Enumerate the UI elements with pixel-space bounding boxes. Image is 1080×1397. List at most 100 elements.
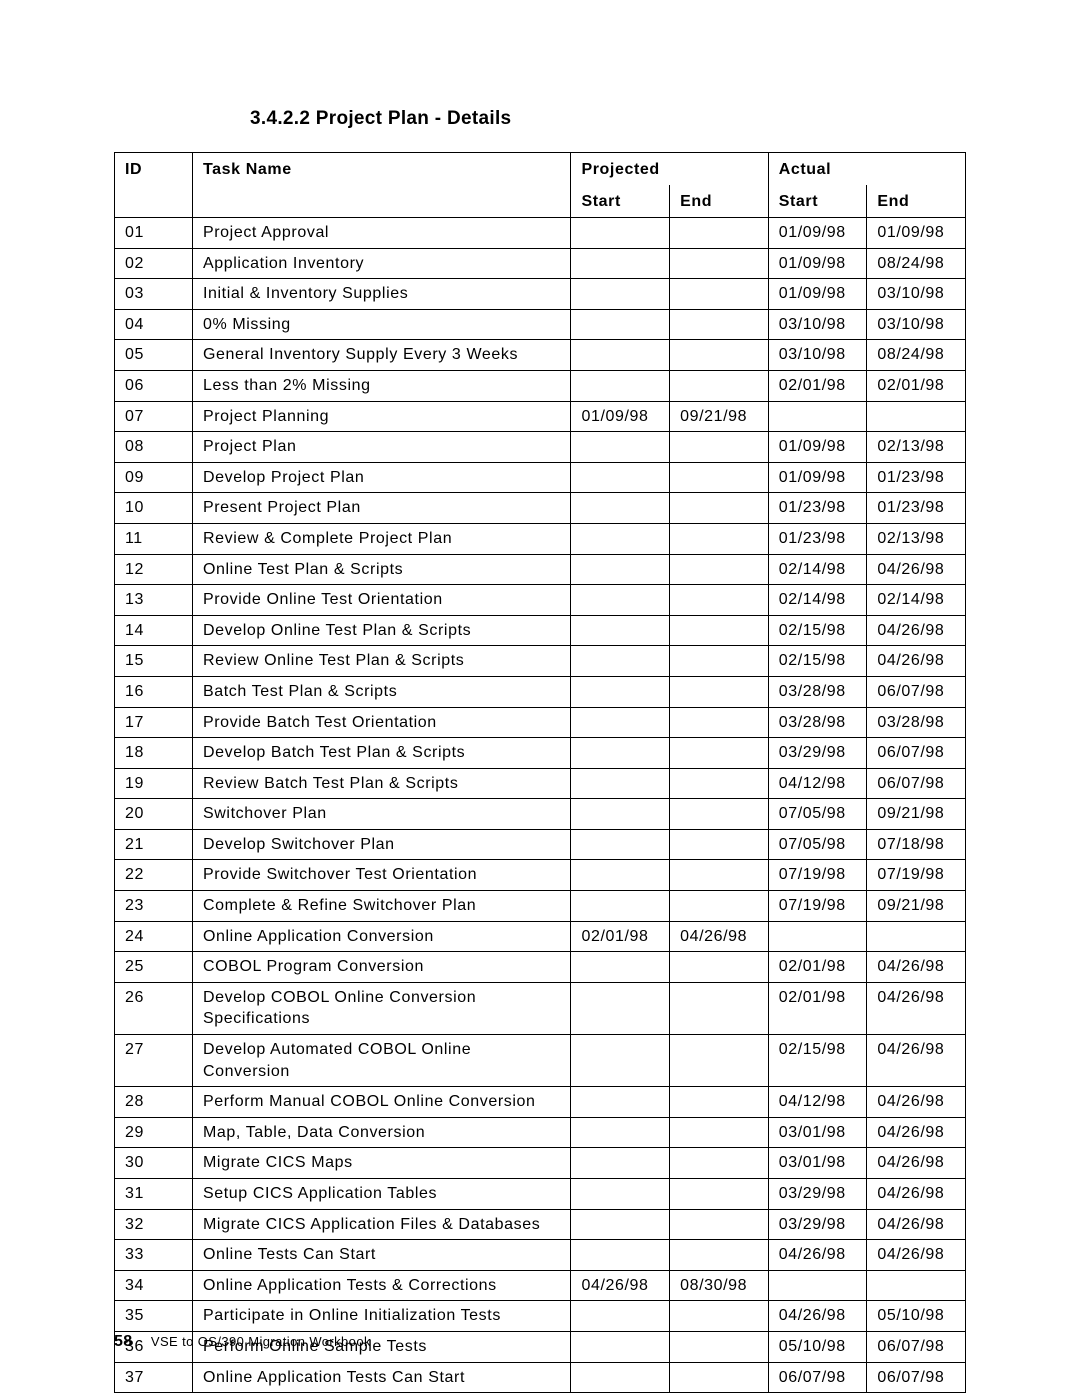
cell-projected-end bbox=[670, 1087, 769, 1118]
col-header-projected-start: Start bbox=[571, 185, 670, 218]
cell-projected-end bbox=[670, 340, 769, 371]
cell-projected-end bbox=[670, 1240, 769, 1271]
table-row: 02Application Inventory01/09/9808/24/98 bbox=[115, 248, 966, 279]
cell-actual-end bbox=[867, 921, 966, 952]
cell-projected-end bbox=[670, 1209, 769, 1240]
cell-actual-start: 04/12/98 bbox=[768, 1087, 867, 1118]
cell-task-name: Initial & Inventory Supplies bbox=[192, 279, 570, 310]
cell-projected-start bbox=[571, 860, 670, 891]
cell-actual-end: 04/26/98 bbox=[867, 982, 966, 1034]
cell-task-name: Provide Switchover Test Orientation bbox=[192, 860, 570, 891]
cell-projected-end bbox=[670, 891, 769, 922]
cell-projected-start bbox=[571, 370, 670, 401]
col-header-projected: Projected bbox=[571, 153, 768, 186]
cell-projected-start bbox=[571, 462, 670, 493]
cell-projected-start bbox=[571, 279, 670, 310]
cell-task-name: Develop COBOL Online Conversion Specific… bbox=[192, 982, 570, 1034]
cell-task-name: Online Application Conversion bbox=[192, 921, 570, 952]
cell-id: 25 bbox=[115, 952, 193, 983]
table-row: 14Develop Online Test Plan & Scripts02/1… bbox=[115, 615, 966, 646]
table-row: 22Provide Switchover Test Orientation07/… bbox=[115, 860, 966, 891]
table-header: ID Task Name Projected Actual Start End … bbox=[115, 153, 966, 218]
cell-id: 08 bbox=[115, 432, 193, 463]
cell-actual-start: 06/07/98 bbox=[768, 1362, 867, 1393]
cell-actual-start: 02/15/98 bbox=[768, 615, 867, 646]
cell-projected-start bbox=[571, 1179, 670, 1210]
cell-id: 35 bbox=[115, 1301, 193, 1332]
cell-projected-end bbox=[670, 1035, 769, 1087]
cell-actual-end: 04/26/98 bbox=[867, 646, 966, 677]
cell-actual-start bbox=[768, 921, 867, 952]
table-row: 07Project Planning01/09/9809/21/98 bbox=[115, 401, 966, 432]
cell-actual-start: 04/26/98 bbox=[768, 1301, 867, 1332]
col-header-task-name: Task Name bbox=[192, 153, 570, 218]
document-page: 3.4.2.2 Project Plan - Details ID Task N… bbox=[0, 0, 1080, 1397]
cell-projected-start bbox=[571, 1087, 670, 1118]
cell-projected-end bbox=[670, 218, 769, 249]
cell-id: 18 bbox=[115, 738, 193, 769]
cell-id: 13 bbox=[115, 585, 193, 616]
col-header-id: ID bbox=[115, 153, 193, 218]
cell-actual-end: 04/26/98 bbox=[867, 952, 966, 983]
cell-task-name: Project Approval bbox=[192, 218, 570, 249]
cell-task-name: Map, Table, Data Conversion bbox=[192, 1117, 570, 1148]
table-row: 28Perform Manual COBOL Online Conversion… bbox=[115, 1087, 966, 1118]
cell-projected-end bbox=[670, 554, 769, 585]
cell-id: 03 bbox=[115, 279, 193, 310]
cell-id: 24 bbox=[115, 921, 193, 952]
cell-actual-end: 09/21/98 bbox=[867, 891, 966, 922]
cell-task-name: Switchover Plan bbox=[192, 799, 570, 830]
table-row: 16Batch Test Plan & Scripts03/28/9806/07… bbox=[115, 676, 966, 707]
cell-actual-start: 05/10/98 bbox=[768, 1331, 867, 1362]
cell-actual-end: 06/07/98 bbox=[867, 738, 966, 769]
cell-projected-start bbox=[571, 738, 670, 769]
cell-actual-end: 06/07/98 bbox=[867, 1362, 966, 1393]
cell-actual-end: 07/18/98 bbox=[867, 829, 966, 860]
cell-projected-end bbox=[670, 370, 769, 401]
table-row: 09Develop Project Plan01/09/9801/23/98 bbox=[115, 462, 966, 493]
cell-id: 27 bbox=[115, 1035, 193, 1087]
cell-actual-start: 03/29/98 bbox=[768, 738, 867, 769]
cell-id: 09 bbox=[115, 462, 193, 493]
table-row: 21Develop Switchover Plan07/05/9807/18/9… bbox=[115, 829, 966, 860]
cell-id: 10 bbox=[115, 493, 193, 524]
cell-projected-end bbox=[670, 1331, 769, 1362]
cell-actual-start: 04/12/98 bbox=[768, 768, 867, 799]
cell-projected-start bbox=[571, 646, 670, 677]
cell-projected-start: 02/01/98 bbox=[571, 921, 670, 952]
cell-projected-start bbox=[571, 1331, 670, 1362]
cell-id: 12 bbox=[115, 554, 193, 585]
cell-actual-end: 09/21/98 bbox=[867, 799, 966, 830]
table-row: 12Online Test Plan & Scripts02/14/9804/2… bbox=[115, 554, 966, 585]
cell-actual-end: 03/10/98 bbox=[867, 309, 966, 340]
cell-actual-start: 01/09/98 bbox=[768, 218, 867, 249]
cell-projected-start bbox=[571, 1209, 670, 1240]
table-row: 19Review Batch Test Plan & Scripts04/12/… bbox=[115, 768, 966, 799]
cell-projected-end: 08/30/98 bbox=[670, 1270, 769, 1301]
cell-id: 28 bbox=[115, 1087, 193, 1118]
cell-projected-end bbox=[670, 982, 769, 1034]
cell-projected-end bbox=[670, 1148, 769, 1179]
cell-projected-start bbox=[571, 891, 670, 922]
cell-actual-start: 03/10/98 bbox=[768, 340, 867, 371]
cell-projected-start: 01/09/98 bbox=[571, 401, 670, 432]
cell-task-name: Online Test Plan & Scripts bbox=[192, 554, 570, 585]
cell-actual-start: 02/01/98 bbox=[768, 370, 867, 401]
cell-projected-end: 09/21/98 bbox=[670, 401, 769, 432]
cell-projected-end bbox=[670, 462, 769, 493]
cell-actual-start: 07/05/98 bbox=[768, 829, 867, 860]
cell-actual-start: 02/14/98 bbox=[768, 585, 867, 616]
cell-projected-end bbox=[670, 615, 769, 646]
table-row: 34Online Application Tests & Corrections… bbox=[115, 1270, 966, 1301]
page-number: 58 bbox=[114, 1333, 133, 1350]
cell-id: 26 bbox=[115, 982, 193, 1034]
cell-projected-start bbox=[571, 1148, 670, 1179]
cell-actual-end: 02/13/98 bbox=[867, 432, 966, 463]
cell-task-name: Migrate CICS Maps bbox=[192, 1148, 570, 1179]
table-body: 01Project Approval01/09/9801/09/9802Appl… bbox=[115, 218, 966, 1393]
cell-projected-start bbox=[571, 768, 670, 799]
table-row: 20Switchover Plan07/05/9809/21/98 bbox=[115, 799, 966, 830]
cell-id: 01 bbox=[115, 218, 193, 249]
cell-projected-start bbox=[571, 1240, 670, 1271]
cell-projected-end bbox=[670, 829, 769, 860]
